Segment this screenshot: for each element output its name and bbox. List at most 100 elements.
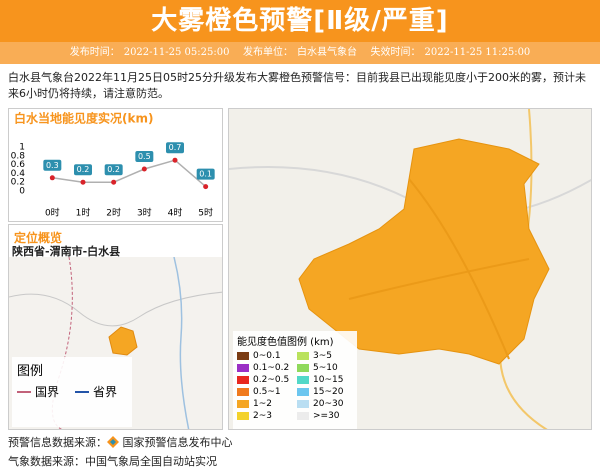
legend-item: 3~5: [297, 350, 357, 362]
label: 发布时间：: [69, 47, 120, 58]
legend-item: >=30: [297, 410, 357, 422]
legend-item: 5~10: [297, 362, 357, 374]
legend-swatch: [237, 376, 249, 384]
visibility-legend: 能见度色值图例 (km) 0~0.1 0.1~0.2 0.2~0.5 0.5~1 1~2…: [233, 331, 357, 429]
river: [173, 257, 190, 429]
point: [172, 157, 178, 163]
legend-label: 3~5: [313, 351, 332, 361]
y-tick-label: 0.6: [11, 160, 26, 170]
legend-swatch: [237, 412, 249, 420]
label-box: [74, 164, 92, 176]
y-tick-label: 0.2: [11, 178, 25, 188]
legend-row: 国界 省界: [17, 383, 127, 400]
label: 预警信息数据来源：: [8, 436, 107, 449]
legend-label: 0.5~1: [253, 387, 281, 397]
legend-title: 图例: [17, 364, 44, 379]
expire-time: 2022-11-25 11:25:00: [424, 47, 531, 58]
description: 白水县气象台2022年11月25日05时25分升级发布大雾橙色预警信号：目前我县…: [8, 71, 586, 100]
data-label: 0.7: [169, 143, 182, 152]
label-box: [135, 151, 154, 162]
point: [111, 179, 117, 185]
data-label: 0.3: [46, 161, 59, 170]
county: [108, 326, 138, 356]
issuer: 白水县气象台: [297, 47, 357, 58]
point: [80, 179, 86, 185]
y-tick-label: 0: [19, 187, 25, 197]
title: 大雾橙色预警[Ⅱ级/严重]: [0, 0, 600, 42]
legend-item: 0.5~1: [237, 386, 297, 398]
legend-swatch: [297, 400, 309, 408]
issue-time: 2022-11-25 05:25:00: [123, 47, 230, 58]
warning-map: 能见度色值图例 (km) 0~0.1 0.1~0.2 0.2~0.5 0.5~1 1~2…: [228, 108, 592, 430]
label-box: [166, 142, 184, 154]
legend-swatch: [237, 364, 249, 372]
y-tick-label: 1: [19, 143, 25, 153]
legend-swatch: [297, 388, 309, 396]
legend-label: 国界: [35, 385, 60, 399]
label-box: [104, 164, 123, 176]
location-path: 陕西省-渭南市-白水县: [12, 245, 121, 258]
data-label: 0.1: [199, 170, 212, 179]
legend-item: 0~0.1: [237, 350, 297, 362]
footer-line: 预警信息数据来源： 国家预警信息发布中心: [8, 434, 233, 450]
location-panel: 定位概览 陕西省-渭南市-白水县 图例 国界 省界: [8, 224, 223, 430]
legend-grid: 0~0.1 0.1~0.2 0.2~0.5 0.5~1 1~2 2~3 3~5 5~10 10~…: [233, 350, 357, 422]
x-tick-label: 3时: [137, 207, 152, 219]
legend-label: 0~0.1: [253, 351, 281, 361]
legend-title: 能见度色值图例 (km): [237, 337, 334, 348]
y-tick-label: 0.8: [11, 151, 26, 161]
road: [348, 178, 530, 360]
legend-swatch: [237, 352, 249, 360]
point: [203, 184, 209, 190]
x-tick-label: 1时: [76, 207, 91, 219]
chart: 白水当地能见度实况(km) 00.20.40.60.810.3 0.2 0.20.5…: [8, 108, 223, 222]
legend-label: 10~15: [313, 375, 344, 385]
overview-map: [9, 257, 222, 429]
legend-swatch: [237, 400, 249, 408]
logo: [107, 436, 119, 448]
label-box: [196, 168, 215, 180]
data-label: 0.2: [107, 165, 120, 174]
legend-label: 2~3: [253, 411, 272, 421]
legend-label: 5~10: [313, 363, 338, 373]
legend-item: 国界: [17, 383, 59, 400]
legend-item: 20~30: [297, 398, 357, 410]
legend-swatch: [297, 376, 309, 384]
point: [141, 166, 147, 172]
legend-swatch: [297, 364, 309, 372]
label-box: [43, 159, 62, 171]
map-legend: 图例 国界 省界: [17, 360, 127, 400]
map-legend: [12, 357, 132, 427]
legend-label: 0.1~0.2: [253, 363, 290, 373]
legend-item: 0.2~0.5: [237, 374, 297, 386]
legend-item: 10~15: [297, 374, 357, 386]
legend-swatch: [75, 390, 90, 393]
data-label: 0.2: [77, 165, 90, 174]
x-tick-label: 2时: [106, 207, 121, 219]
legend-item: 省界: [75, 383, 117, 400]
legend-item: 2~3: [237, 410, 297, 422]
label: 失效时间：: [370, 47, 421, 58]
footer-line: 气象数据来源：中国气象局全国自动站实况: [8, 455, 217, 468]
meta-bar: 发布时间： 2022-11-25 05:25:00 发布单位： 白水县气象台 失效时…: [0, 42, 600, 64]
legend-label: 0.2~0.5: [253, 375, 290, 385]
legend-swatch: [237, 388, 249, 396]
legend-swatch: [17, 390, 31, 393]
legend-label: 20~30: [313, 399, 344, 409]
x-tick-label: 5时: [198, 207, 213, 219]
legend-swatch: [297, 352, 309, 360]
x-tick-label: 4时: [168, 207, 183, 219]
panel-title: 定位概览: [14, 231, 63, 245]
legend-item: 15~20: [297, 386, 357, 398]
legend-swatch: [297, 412, 309, 420]
source: 国家预警信息发布中心: [122, 436, 233, 449]
chart-title: 白水当地能见度实况(km): [14, 111, 153, 126]
legend-label: 15~20: [313, 387, 344, 397]
point: [49, 175, 55, 181]
line: [52, 159, 207, 188]
legend-item: 0.1~0.2: [237, 362, 297, 374]
data-label: 0.5: [138, 152, 151, 161]
legend-label: 1~2: [253, 399, 272, 409]
legend-item: 1~2: [237, 398, 297, 410]
